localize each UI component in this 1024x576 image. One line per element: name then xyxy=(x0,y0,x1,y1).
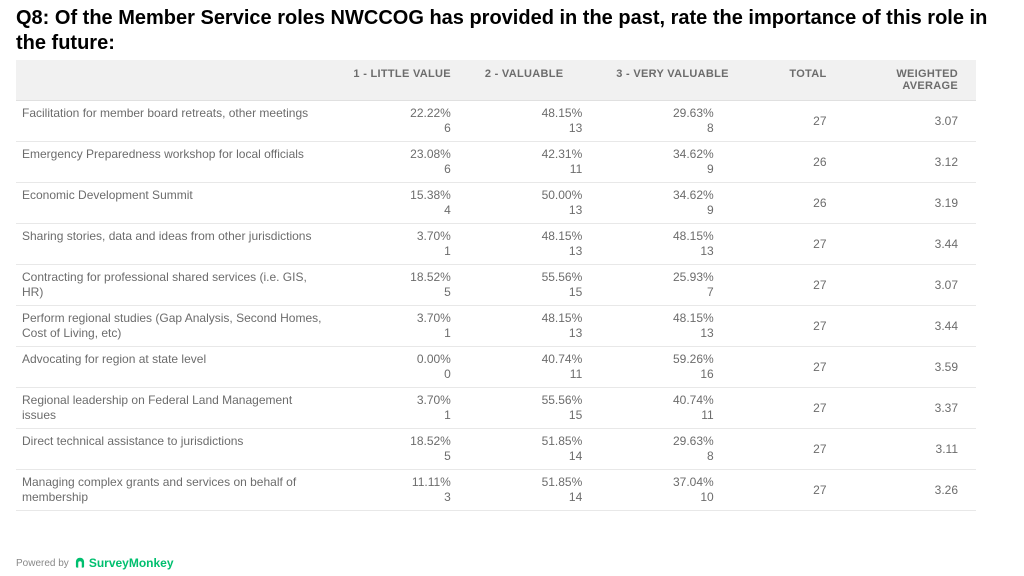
powered-by-label: Powered by xyxy=(16,558,69,569)
cell-little-value: 3.70%1 xyxy=(347,388,478,429)
cell-little-value: 15.38%4 xyxy=(347,183,478,224)
row-label: Direct technical assistance to jurisdict… xyxy=(16,429,347,470)
row-label: Emergency Preparedness workshop for loca… xyxy=(16,142,347,183)
cell-weighted-avg: 3.26 xyxy=(845,470,976,511)
cell-weighted-avg: 3.44 xyxy=(845,306,976,347)
cell-valuable: 48.15%13 xyxy=(479,306,610,347)
cell-weighted-avg: 3.19 xyxy=(845,183,976,224)
cell-very-valuable: 37.04%10 xyxy=(610,470,741,511)
table-row: Managing complex grants and services on … xyxy=(16,470,976,511)
cell-weighted-avg: 3.07 xyxy=(845,101,976,142)
survey-table: 1 - LITTLE VALUE 2 - VALUABLE 3 - VERY V… xyxy=(16,60,976,511)
cell-very-valuable: 34.62%9 xyxy=(610,142,741,183)
cell-valuable: 48.15%13 xyxy=(479,224,610,265)
cell-weighted-avg: 3.12 xyxy=(845,142,976,183)
table-row: Emergency Preparedness workshop for loca… xyxy=(16,142,976,183)
question-title: Q8: Of the Member Service roles NWCCOG h… xyxy=(0,0,1024,60)
cell-very-valuable: 29.63%8 xyxy=(610,429,741,470)
cell-valuable: 55.56%15 xyxy=(479,265,610,306)
col-header-little-value: 1 - LITTLE VALUE xyxy=(347,60,478,101)
cell-total: 27 xyxy=(742,388,845,429)
cell-total: 27 xyxy=(742,101,845,142)
table-row: Facilitation for member board retreats, … xyxy=(16,101,976,142)
cell-very-valuable: 25.93%7 xyxy=(610,265,741,306)
surveymonkey-brand-text: SurveyMonkey xyxy=(89,556,174,570)
cell-little-value: 3.70%1 xyxy=(347,224,478,265)
col-header-total: TOTAL xyxy=(742,60,845,101)
cell-total: 26 xyxy=(742,142,845,183)
cell-valuable: 50.00%13 xyxy=(479,183,610,224)
table-row: Regional leadership on Federal Land Mana… xyxy=(16,388,976,429)
row-label: Economic Development Summit xyxy=(16,183,347,224)
table-body: Facilitation for member board retreats, … xyxy=(16,101,976,511)
col-header-blank xyxy=(16,60,347,101)
cell-very-valuable: 29.63%8 xyxy=(610,101,741,142)
cell-total: 27 xyxy=(742,347,845,388)
cell-valuable: 42.31%11 xyxy=(479,142,610,183)
cell-very-valuable: 34.62%9 xyxy=(610,183,741,224)
cell-very-valuable: 59.26%16 xyxy=(610,347,741,388)
cell-little-value: 22.22%6 xyxy=(347,101,478,142)
col-header-valuable: 2 - VALUABLE xyxy=(479,60,610,101)
row-label: Facilitation for member board retreats, … xyxy=(16,101,347,142)
cell-valuable: 51.85%14 xyxy=(479,429,610,470)
cell-weighted-avg: 3.07 xyxy=(845,265,976,306)
cell-total: 27 xyxy=(742,224,845,265)
row-label: Contracting for professional shared serv… xyxy=(16,265,347,306)
table-row: Contracting for professional shared serv… xyxy=(16,265,976,306)
row-label: Sharing stories, data and ideas from oth… xyxy=(16,224,347,265)
row-label: Advocating for region at state level xyxy=(16,347,347,388)
cell-weighted-avg: 3.44 xyxy=(845,224,976,265)
cell-very-valuable: 48.15%13 xyxy=(610,224,741,265)
col-header-very-valuable: 3 - VERY VALUABLE xyxy=(610,60,741,101)
cell-valuable: 55.56%15 xyxy=(479,388,610,429)
cell-weighted-avg: 3.11 xyxy=(845,429,976,470)
cell-little-value: 11.11%3 xyxy=(347,470,478,511)
survey-table-container: 1 - LITTLE VALUE 2 - VALUABLE 3 - VERY V… xyxy=(0,60,1024,511)
cell-very-valuable: 40.74%11 xyxy=(610,388,741,429)
cell-valuable: 51.85%14 xyxy=(479,470,610,511)
cell-little-value: 18.52%5 xyxy=(347,265,478,306)
footer: Powered by SurveyMonkey xyxy=(16,556,174,570)
cell-little-value: 3.70%1 xyxy=(347,306,478,347)
cell-total: 27 xyxy=(742,265,845,306)
cell-little-value: 18.52%5 xyxy=(347,429,478,470)
table-row: Direct technical assistance to jurisdict… xyxy=(16,429,976,470)
row-label: Regional leadership on Federal Land Mana… xyxy=(16,388,347,429)
cell-very-valuable: 48.15%13 xyxy=(610,306,741,347)
row-label: Perform regional studies (Gap Analysis, … xyxy=(16,306,347,347)
cell-total: 26 xyxy=(742,183,845,224)
cell-total: 27 xyxy=(742,429,845,470)
table-row: Perform regional studies (Gap Analysis, … xyxy=(16,306,976,347)
table-row: Advocating for region at state level0.00… xyxy=(16,347,976,388)
cell-total: 27 xyxy=(742,306,845,347)
table-header-row: 1 - LITTLE VALUE 2 - VALUABLE 3 - VERY V… xyxy=(16,60,976,101)
table-row: Economic Development Summit15.38%450.00%… xyxy=(16,183,976,224)
cell-total: 27 xyxy=(742,470,845,511)
surveymonkey-icon xyxy=(73,556,87,570)
cell-valuable: 48.15%13 xyxy=(479,101,610,142)
cell-weighted-avg: 3.59 xyxy=(845,347,976,388)
cell-little-value: 23.08%6 xyxy=(347,142,478,183)
row-label: Managing complex grants and services on … xyxy=(16,470,347,511)
cell-weighted-avg: 3.37 xyxy=(845,388,976,429)
table-row: Sharing stories, data and ideas from oth… xyxy=(16,224,976,265)
col-header-weighted-avg: WEIGHTED AVERAGE xyxy=(845,60,976,101)
surveymonkey-logo: SurveyMonkey xyxy=(73,556,174,570)
cell-little-value: 0.00%0 xyxy=(347,347,478,388)
cell-valuable: 40.74%11 xyxy=(479,347,610,388)
